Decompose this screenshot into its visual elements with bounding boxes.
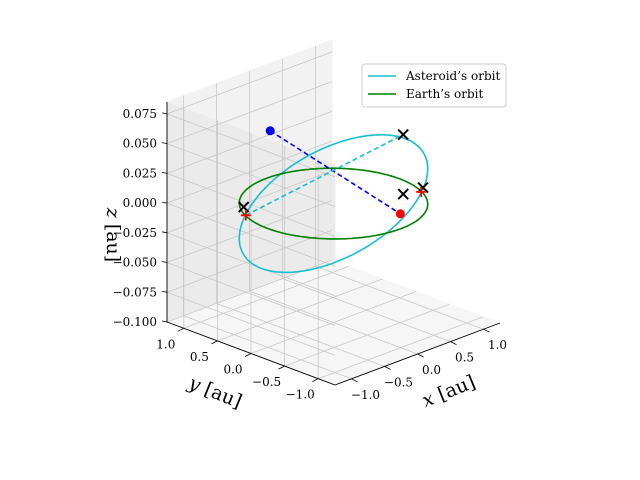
grid-back-z [166,200,333,263]
z-tick [161,201,168,204]
grid-side-z [166,202,336,267]
dashed-connector-line [245,133,404,217]
earth-orbit-line [238,167,429,240]
x-tick [417,353,424,358]
x-marker [417,181,429,194]
grid-floor-y [217,278,383,342]
grid-side-z [166,232,336,297]
legend-label: Earth’s orbit [406,87,483,101]
y-axis-label: y [au] [185,372,245,413]
z-tick-label: −0.075 [113,285,157,299]
z-tick-label: −0.025 [113,226,157,240]
y-tick [312,378,319,383]
grid-floor-y [318,316,484,380]
y-tick [278,365,285,370]
blue-point-marker [265,126,275,136]
x-axis-label: x [au] [419,371,478,412]
z-tick [161,320,168,323]
x-tick [384,366,391,370]
x-marker [237,201,250,213]
legend-label: Asteroid’s orbit [405,69,500,83]
x-tick [351,378,358,383]
y-tick [211,340,218,345]
plus-marker [240,210,251,221]
z-tick-label: 0.075 [123,107,157,121]
x-tick-label: −0.5 [384,375,413,389]
red-point-marker [395,209,405,219]
z-tick [161,261,168,263]
legend: Asteroid’s orbit Earth’s orbit [361,63,507,108]
z-tick [161,142,168,145]
grid-back-z [166,170,333,234]
grid-side-z [166,143,336,207]
x-marker [397,188,409,200]
grid-floor-y [250,291,417,354]
z-tick-label: 0.050 [123,137,157,151]
x-tick-label: 1.0 [488,338,507,352]
x-tick-label: 0.5 [455,351,474,365]
grid-floor-y [284,303,450,367]
z-tick [161,112,168,115]
z-axis-label: z [au] [102,207,124,262]
z-tick [161,171,168,174]
y-tick-label: 0.0 [223,363,242,377]
z-tick [161,290,168,293]
z-tick-label: −0.050 [113,256,157,270]
z-tick-label: 0.025 [123,166,157,180]
grid-back-z [166,81,333,144]
grid-floor-y [183,265,349,329]
asteroid-orbit-line [238,134,429,274]
dashed-connector-line [269,130,401,215]
grid-side-z [166,113,336,178]
y-tick [244,353,252,357]
y-tick-label: 0.5 [190,350,209,364]
grid-back-z [166,140,333,204]
y-tick-label: −1.0 [286,388,315,402]
plus-marker [416,186,427,197]
grid-side-z [166,262,336,326]
legend-box [361,63,507,108]
x-tick [483,328,490,333]
y-tick-label: 1.0 [156,337,175,351]
y-tick-label: −0.5 [252,375,281,389]
grid-back-z [166,110,333,174]
y-tick [177,327,184,332]
x-marker [397,128,409,141]
z-tick [161,231,168,234]
grid-side-z [166,291,336,356]
x-tick-label: −1.0 [351,388,380,402]
x-tick-label: 0.0 [422,363,441,377]
grid-back-z [166,51,333,115]
z-tick-label: 0.000 [123,196,157,210]
z-tick-label: −0.100 [113,315,157,329]
x-tick [450,341,457,345]
